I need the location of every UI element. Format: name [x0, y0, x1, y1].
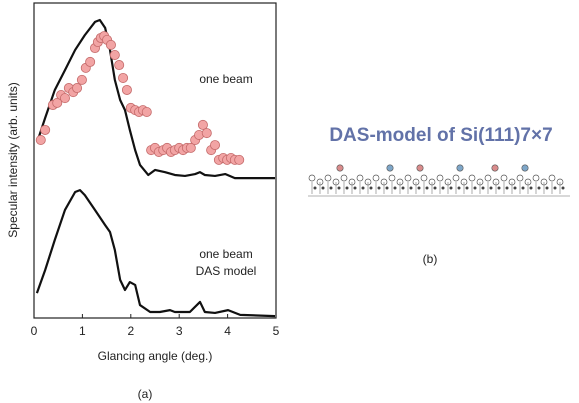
atom: [329, 186, 333, 190]
panel-label: (a): [138, 387, 153, 401]
data-point: [114, 60, 125, 71]
data-point: [72, 83, 83, 94]
atom: [516, 174, 524, 182]
model-title: DAS-model of Si(111)7×7: [329, 125, 552, 146]
x-tick-label: 3: [176, 324, 183, 338]
data-point: [197, 119, 208, 130]
panel-label: (b): [423, 252, 438, 266]
atom: [436, 174, 444, 182]
data-point: [121, 84, 132, 95]
curve: [36, 18, 276, 180]
x-axis-label: Glancing angle (deg.): [98, 349, 213, 363]
atom: [401, 186, 405, 190]
atom: [313, 186, 317, 190]
adatom: [416, 164, 424, 172]
atom: [545, 186, 549, 190]
x-tick-label: 5: [273, 324, 280, 338]
plot-frame: [33, 2, 277, 319]
atom: [532, 174, 540, 182]
atom: [372, 174, 380, 182]
atom: [321, 186, 325, 190]
data-point: [35, 135, 46, 146]
atom: [441, 186, 445, 190]
atom: [356, 174, 364, 182]
adatom: [456, 164, 464, 172]
data-point: [85, 56, 96, 67]
data-point: [185, 142, 196, 153]
data-point: [234, 154, 245, 165]
data-point: [52, 97, 63, 108]
data-point: [76, 74, 87, 85]
atom: [548, 174, 556, 182]
atom: [473, 186, 477, 190]
atom: [529, 186, 533, 190]
atom: [561, 186, 565, 190]
data-point: [40, 124, 51, 135]
data-point: [109, 49, 120, 60]
atom: [449, 186, 453, 190]
atom: [500, 174, 508, 182]
atom: [345, 186, 349, 190]
atom: [433, 186, 437, 190]
atom: [409, 186, 413, 190]
data-point: [210, 140, 221, 151]
atom: [385, 186, 389, 190]
atom: [404, 174, 412, 182]
adatom: [521, 164, 529, 172]
atom: [324, 174, 332, 182]
atom: [537, 186, 541, 190]
atom: [420, 174, 428, 182]
adatom: [491, 164, 499, 172]
x-tick-label: 4: [224, 324, 231, 338]
atom: [521, 186, 525, 190]
das-model-diagram: [308, 164, 570, 197]
atom: [465, 186, 469, 190]
x-tick-label: 1: [79, 324, 86, 338]
atom: [505, 186, 509, 190]
y-axis-label: Specular intensity (arb. units): [6, 82, 20, 237]
atom: [425, 186, 429, 190]
annotation: one beam: [199, 247, 252, 261]
atom: [393, 186, 397, 190]
x-tick-label: 0: [31, 324, 38, 338]
atom: [513, 186, 517, 190]
x-tick-label: 2: [127, 324, 134, 338]
atom: [361, 186, 365, 190]
data-point: [141, 106, 152, 117]
atom: [457, 186, 461, 190]
data-point: [105, 39, 116, 50]
curve: [35, 189, 276, 318]
atom: [377, 186, 381, 190]
atom: [340, 174, 348, 182]
atom: [468, 174, 476, 182]
atom: [484, 174, 492, 182]
adatom: [336, 164, 344, 172]
data-point: [118, 72, 129, 83]
atom: [388, 174, 396, 182]
annotation: DAS model: [196, 264, 257, 278]
annotation: one beam: [199, 72, 252, 86]
atom: [497, 186, 501, 190]
data-point: [201, 128, 212, 139]
atom: [369, 186, 373, 190]
data-point: [59, 93, 70, 104]
atom: [489, 186, 493, 190]
atom: [417, 186, 421, 190]
atom: [353, 186, 357, 190]
atom: [308, 174, 316, 182]
atom: [452, 174, 460, 182]
atom: [337, 186, 341, 190]
adatom: [386, 164, 394, 172]
atom: [481, 186, 485, 190]
atom: [553, 186, 557, 190]
